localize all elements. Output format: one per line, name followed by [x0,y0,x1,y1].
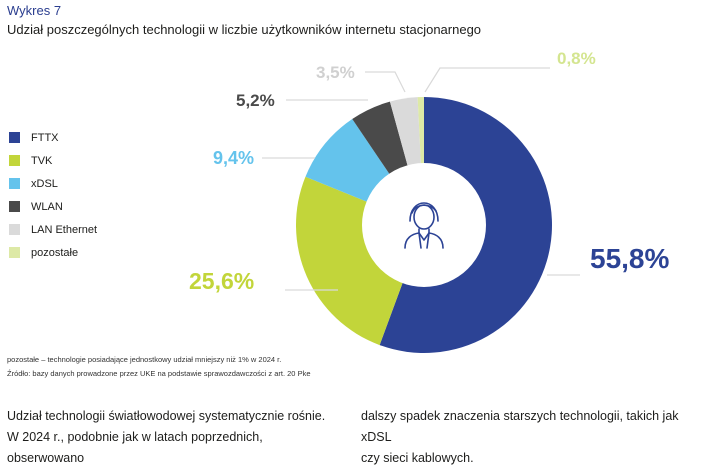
legend-label: TVK [31,154,53,167]
legend-swatch [9,224,20,235]
chart-legend: FTTX TVK xDSL WLAN LAN Ethernet pozostałe [9,126,97,264]
legend-swatch [9,155,20,166]
body-line: W 2024 r., podobnie jak w latach poprzed… [7,430,263,465]
legend-label: pozostałe [31,246,79,259]
donut-chart: 55,8% 25,6% 9,4% 5,2% 3,5% 0,8% [189,49,669,353]
data-label: 9,4% [213,148,254,168]
figure-label: Wykres 7 [7,3,62,18]
source-note: Źródło: bazy danych prowadzone przez UKE… [7,369,311,378]
chart-title: Udział poszczególnych technologii w licz… [7,22,482,37]
legend-item: TVK [9,149,97,172]
legend-swatch [9,247,20,258]
donut-hole [362,163,486,287]
legend-label: LAN Ethernet [31,223,98,236]
legend-swatch [9,178,20,189]
legend-swatch [9,132,20,143]
footnote: pozostałe – technologie posiadające jedn… [7,355,282,364]
legend-label: xDSL [31,177,58,190]
legend-item: FTTX [9,126,97,149]
person-icon [404,202,444,249]
data-label: 5,2% [236,91,275,110]
body-paragraph-right: dalszy spadek znaczenia starszych techno… [361,406,706,469]
legend-label: FTTX [31,131,59,144]
body-line: czy sieci kablowych. [361,451,474,465]
data-label: 3,5% [316,63,355,82]
data-label: 25,6% [189,268,254,294]
body-line: Udział technologii światłowodowej system… [7,409,326,423]
legend-item: xDSL [9,172,97,195]
leader-line [424,67,550,93]
legend-item: pozostałe [9,241,97,264]
body-paragraph-left: Udział technologii światłowodowej system… [7,406,337,469]
data-label: 55,8% [590,243,669,274]
leader-line [365,71,406,93]
legend-swatch [9,201,20,212]
legend-item: LAN Ethernet [9,218,97,241]
legend-label: WLAN [31,200,63,213]
body-line: dalszy spadek znaczenia starszych techno… [361,409,679,444]
data-label: 0,8% [557,49,596,68]
legend-item: WLAN [9,195,97,218]
